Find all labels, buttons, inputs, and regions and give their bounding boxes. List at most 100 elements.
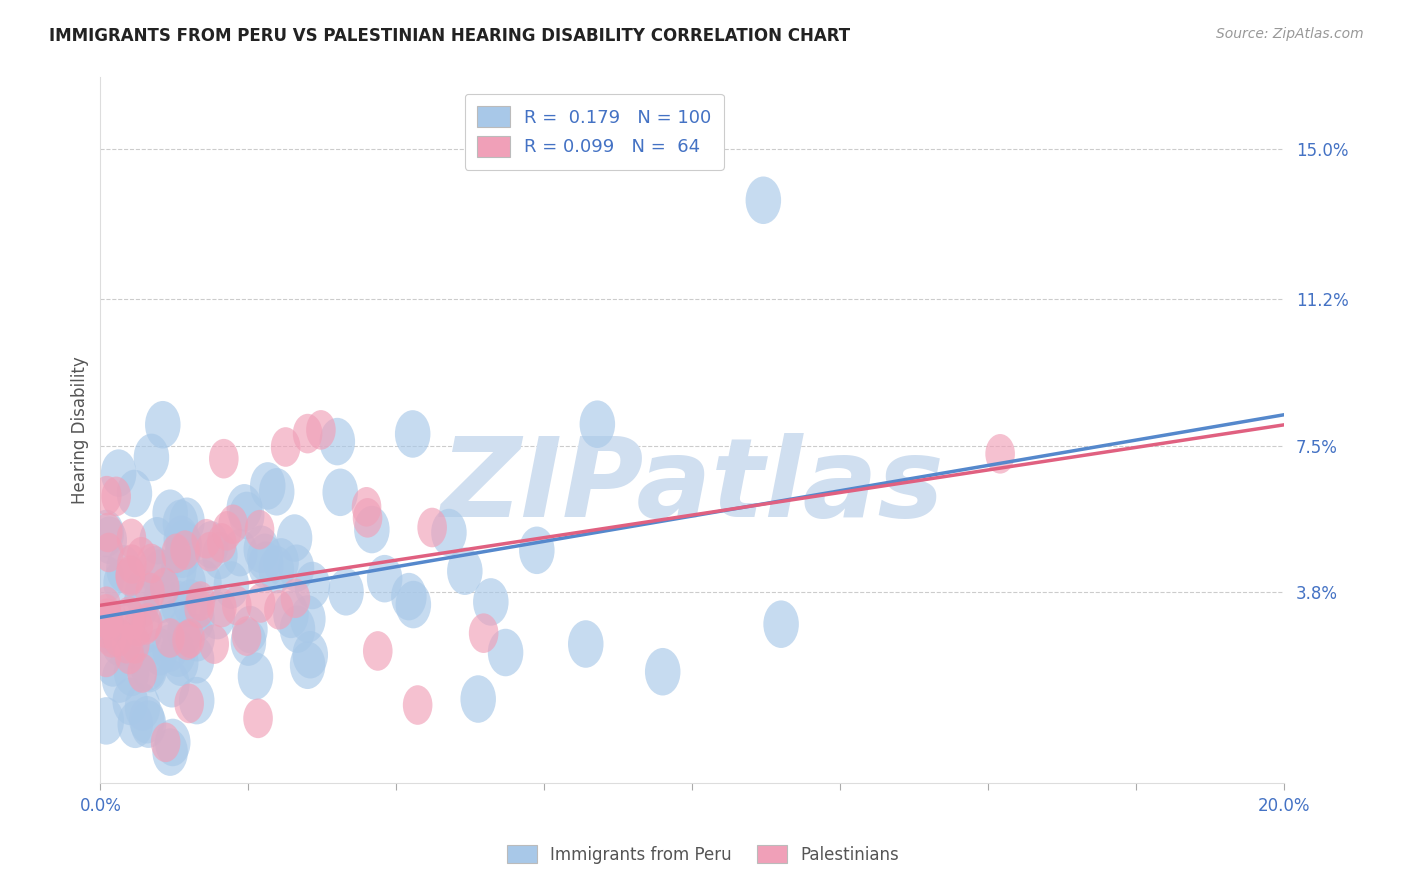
Ellipse shape: [193, 521, 229, 568]
Ellipse shape: [94, 533, 124, 573]
Ellipse shape: [143, 575, 179, 624]
Ellipse shape: [290, 595, 326, 643]
Ellipse shape: [986, 434, 1015, 474]
Ellipse shape: [157, 599, 193, 647]
Ellipse shape: [101, 656, 138, 703]
Ellipse shape: [142, 628, 177, 675]
Ellipse shape: [129, 696, 165, 744]
Ellipse shape: [245, 510, 274, 549]
Ellipse shape: [278, 544, 315, 592]
Ellipse shape: [135, 573, 165, 612]
Ellipse shape: [114, 596, 143, 636]
Ellipse shape: [292, 414, 322, 453]
Ellipse shape: [97, 618, 127, 657]
Ellipse shape: [152, 490, 188, 537]
Ellipse shape: [180, 614, 215, 662]
Ellipse shape: [418, 508, 447, 548]
Legend: R =  0.179   N = 100, R = 0.099   N =  64: R = 0.179 N = 100, R = 0.099 N = 64: [464, 94, 724, 169]
Ellipse shape: [138, 546, 173, 593]
Ellipse shape: [290, 641, 325, 689]
Ellipse shape: [125, 570, 160, 617]
Ellipse shape: [91, 594, 121, 633]
Ellipse shape: [160, 546, 197, 593]
Ellipse shape: [170, 531, 200, 570]
Ellipse shape: [186, 582, 215, 621]
Ellipse shape: [207, 588, 236, 627]
Ellipse shape: [91, 609, 121, 648]
Ellipse shape: [131, 643, 166, 690]
Ellipse shape: [745, 177, 782, 224]
Ellipse shape: [145, 401, 180, 449]
Ellipse shape: [103, 617, 132, 657]
Ellipse shape: [184, 589, 214, 629]
Ellipse shape: [162, 581, 197, 629]
Ellipse shape: [295, 562, 330, 609]
Ellipse shape: [127, 607, 162, 654]
Ellipse shape: [127, 537, 156, 576]
Ellipse shape: [131, 605, 160, 645]
Ellipse shape: [125, 683, 160, 731]
Ellipse shape: [166, 520, 201, 567]
Ellipse shape: [232, 606, 267, 653]
Ellipse shape: [232, 616, 262, 656]
Ellipse shape: [209, 439, 239, 478]
Ellipse shape: [162, 533, 191, 574]
Ellipse shape: [150, 723, 180, 762]
Ellipse shape: [91, 599, 121, 639]
Ellipse shape: [89, 698, 124, 745]
Text: Source: ZipAtlas.com: Source: ZipAtlas.com: [1216, 27, 1364, 41]
Ellipse shape: [91, 516, 127, 564]
Ellipse shape: [212, 511, 242, 550]
Ellipse shape: [307, 410, 336, 450]
Ellipse shape: [128, 653, 157, 693]
Ellipse shape: [352, 487, 381, 526]
Ellipse shape: [173, 580, 208, 627]
Ellipse shape: [103, 559, 139, 607]
Ellipse shape: [115, 600, 145, 640]
Ellipse shape: [200, 624, 229, 664]
Ellipse shape: [292, 631, 328, 679]
Ellipse shape: [91, 638, 121, 677]
Ellipse shape: [243, 525, 278, 573]
Ellipse shape: [101, 476, 131, 516]
Ellipse shape: [101, 619, 136, 666]
Ellipse shape: [167, 523, 202, 570]
Ellipse shape: [367, 555, 402, 602]
Ellipse shape: [107, 545, 142, 592]
Ellipse shape: [229, 491, 264, 539]
Ellipse shape: [395, 581, 432, 628]
Ellipse shape: [117, 518, 146, 558]
Ellipse shape: [124, 581, 159, 629]
Ellipse shape: [519, 526, 554, 574]
Ellipse shape: [108, 623, 143, 670]
Ellipse shape: [132, 645, 167, 692]
Ellipse shape: [264, 590, 294, 630]
Ellipse shape: [250, 462, 285, 509]
Ellipse shape: [391, 573, 426, 620]
Ellipse shape: [207, 523, 236, 563]
Ellipse shape: [328, 568, 364, 615]
Ellipse shape: [160, 630, 195, 677]
Ellipse shape: [395, 410, 430, 458]
Ellipse shape: [277, 515, 312, 562]
Ellipse shape: [243, 698, 273, 739]
Text: ZIPatlas: ZIPatlas: [440, 433, 945, 540]
Ellipse shape: [280, 606, 315, 653]
Ellipse shape: [195, 532, 225, 572]
Ellipse shape: [222, 529, 257, 576]
Ellipse shape: [143, 549, 179, 597]
Ellipse shape: [259, 546, 294, 593]
Ellipse shape: [200, 592, 235, 640]
Ellipse shape: [579, 401, 614, 448]
Ellipse shape: [132, 603, 163, 642]
Ellipse shape: [218, 505, 247, 544]
Ellipse shape: [155, 719, 190, 766]
Ellipse shape: [150, 567, 180, 607]
Ellipse shape: [247, 541, 284, 589]
Ellipse shape: [165, 531, 200, 578]
Ellipse shape: [115, 557, 145, 597]
Ellipse shape: [263, 538, 299, 586]
Ellipse shape: [118, 700, 153, 748]
Ellipse shape: [155, 660, 190, 707]
Ellipse shape: [271, 427, 301, 467]
